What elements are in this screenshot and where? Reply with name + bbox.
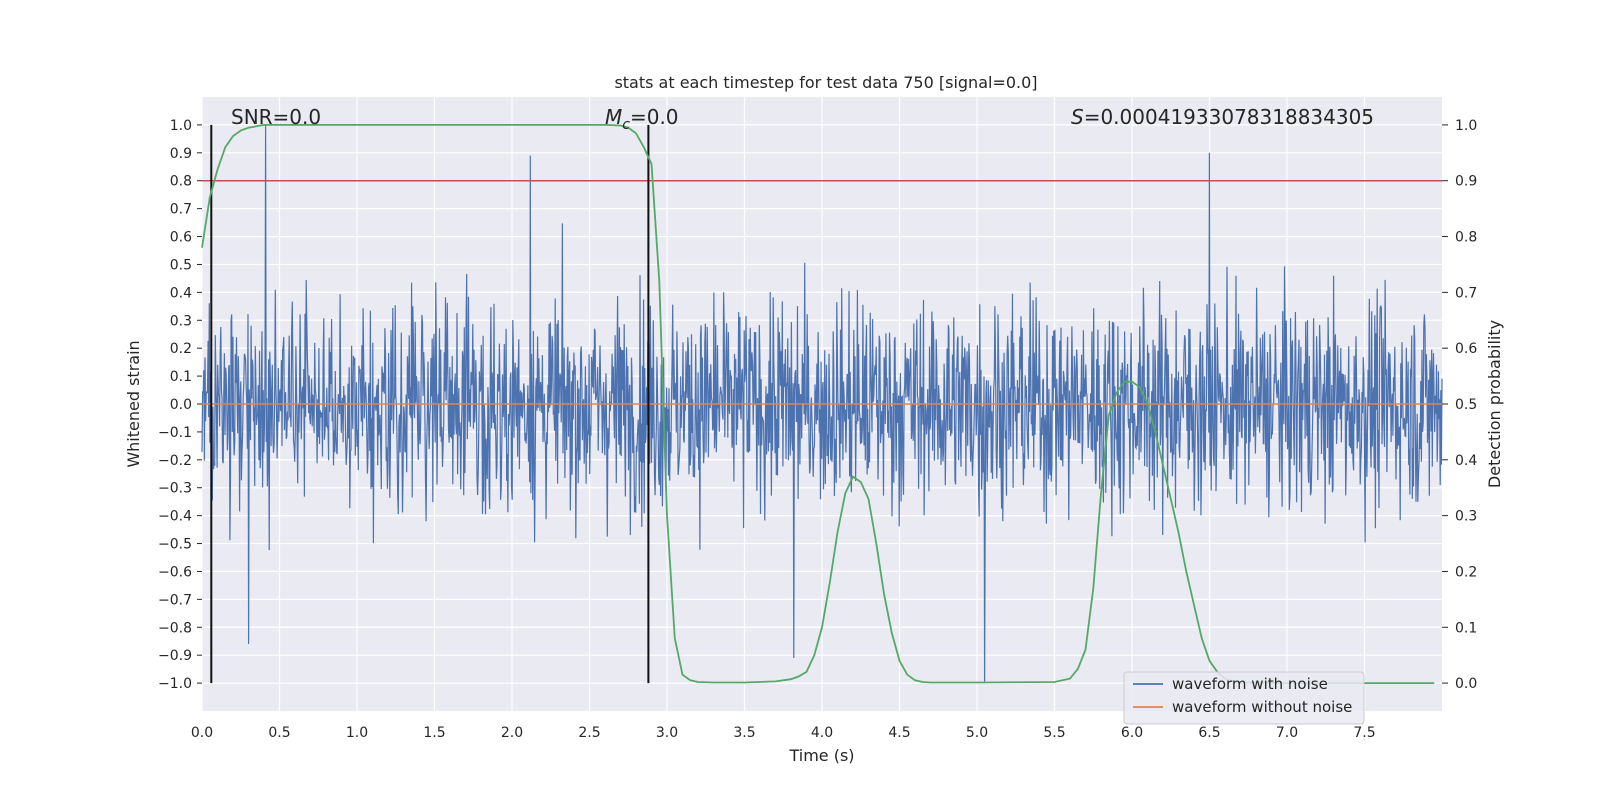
y2-tick-label-9: 0.1 [1455,620,1477,636]
mc-value: =0.0 [630,105,679,129]
y-tick-label-6: 0.4 [170,285,192,301]
y2-tick-label-4: 0.6 [1455,341,1477,357]
y-tick-label-15: −0.5 [158,537,192,553]
chart-title: stats at each timestep for test data 750… [614,73,1037,92]
chart: stats at each timestep for test data 750… [0,0,1600,800]
mc-symbol: M [605,105,622,129]
x-tick-label-9: 4.5 [888,725,910,741]
legend-label-noise: waveform with noise [1172,675,1328,693]
y-tick-label-0: 1.0 [170,118,192,134]
x-axis-ticks: 0.0 0.5 1.0 1.5 2.0 2.5 3.0 3.5 4.0 4.5 5.0 5.5 6.0 6… [191,725,1376,741]
s-value: =0.00041933078318834305 [1084,105,1374,129]
s-annotation: S=0.00041933078318834305 [1071,105,1374,129]
y-tick-label-13: −0.3 [158,481,192,497]
y-axis-label: Whitened strain [124,340,143,467]
y-tick-label-1: 0.9 [170,146,192,162]
y-tick-label-7: 0.3 [170,313,192,329]
x-tick-label-6: 3.0 [656,725,678,741]
legend: waveform with noise waveform without noi… [1124,672,1364,724]
y-tick-label-10: 0.0 [170,397,192,413]
y2-tick-label-8: 0.2 [1455,564,1477,580]
y-tick-label-8: 0.2 [170,341,192,357]
y-axis-ticks: 1.0 0.9 0.8 0.7 0.6 0.5 0.4 0.3 0.2 0.1 0.0 −0.1 −0.… [158,118,202,692]
y2-tick-label-7: 0.3 [1455,509,1477,525]
x-tick-label-8: 4.0 [811,725,833,741]
y-tick-label-9: 0.1 [170,369,192,385]
y-tick-label-2: 0.8 [170,174,192,190]
x-tick-label-11: 5.5 [1043,725,1065,741]
y2-axis-ticks: 1.0 0.9 0.8 0.7 0.6 0.5 0.4 0.3 0.2 0.1 0.0 [1442,118,1477,692]
mc-annotation: Mc=0.0 [605,105,679,133]
x-tick-label-4: 2.0 [501,725,523,741]
legend-label-clean: waveform without noise [1172,698,1352,716]
x-tick-label-12: 6.0 [1121,725,1143,741]
y-tick-label-18: −0.8 [158,620,192,636]
x-tick-label-10: 5.0 [966,725,988,741]
y-tick-label-4: 0.6 [170,230,192,246]
x-tick-label-0: 0.0 [191,725,213,741]
y-tick-label-14: −0.4 [158,509,192,525]
y-tick-label-16: −0.6 [158,564,192,580]
y-tick-label-12: −0.2 [158,453,192,469]
y-tick-label-3: 0.7 [170,202,192,218]
x-tick-label-5: 2.5 [578,725,600,741]
y-tick-label-11: −0.1 [158,425,192,441]
y2-tick-label-2: 0.8 [1455,230,1477,246]
x-tick-label-14: 7.0 [1276,725,1298,741]
y-tick-label-19: −0.9 [158,648,192,664]
y2-tick-label-5: 0.5 [1455,397,1477,413]
x-tick-label-7: 3.5 [733,725,755,741]
y2-tick-label-10: 0.0 [1455,676,1477,692]
x-tick-label-1: 0.5 [268,725,290,741]
y2-tick-label-3: 0.7 [1455,285,1477,301]
x-tick-label-15: 7.5 [1353,725,1375,741]
y-tick-label-5: 0.5 [170,257,192,273]
y2-tick-label-6: 0.4 [1455,453,1477,469]
y-tick-label-20: −1.0 [158,676,192,692]
y-tick-label-17: −0.7 [158,592,192,608]
y2-axis-label: Detection probability [1485,320,1504,488]
y2-tick-label-1: 0.9 [1455,174,1477,190]
x-tick-label-13: 6.5 [1198,725,1220,741]
y2-tick-label-0: 1.0 [1455,118,1477,134]
x-tick-label-2: 1.0 [346,725,368,741]
snr-annotation: SNR=0.0 [231,105,321,129]
s-symbol: S [1071,105,1084,129]
x-axis-label: Time (s) [788,746,854,765]
x-tick-label-3: 1.5 [423,725,445,741]
